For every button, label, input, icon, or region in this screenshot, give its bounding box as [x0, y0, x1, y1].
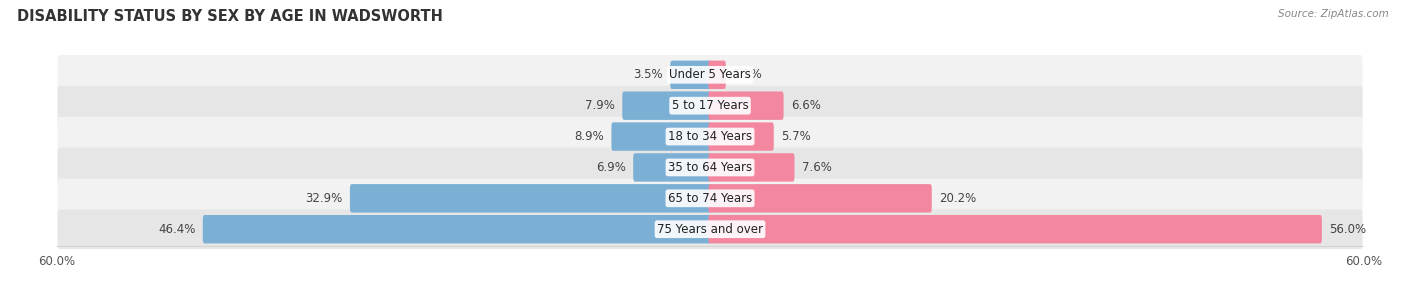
FancyBboxPatch shape	[350, 184, 711, 212]
FancyBboxPatch shape	[612, 122, 711, 151]
FancyBboxPatch shape	[58, 148, 1362, 187]
Text: 35 to 64 Years: 35 to 64 Years	[668, 161, 752, 174]
Text: 5 to 17 Years: 5 to 17 Years	[672, 99, 748, 112]
FancyBboxPatch shape	[58, 178, 1362, 218]
Text: 18 to 34 Years: 18 to 34 Years	[668, 130, 752, 143]
Text: 65 to 74 Years: 65 to 74 Years	[668, 192, 752, 205]
FancyBboxPatch shape	[58, 86, 1362, 126]
FancyBboxPatch shape	[709, 92, 783, 120]
Text: 1.3%: 1.3%	[733, 68, 762, 81]
Text: Source: ZipAtlas.com: Source: ZipAtlas.com	[1278, 9, 1389, 19]
FancyBboxPatch shape	[671, 60, 711, 89]
FancyBboxPatch shape	[58, 117, 1362, 156]
Text: 46.4%: 46.4%	[159, 223, 195, 236]
FancyBboxPatch shape	[58, 55, 1362, 95]
FancyBboxPatch shape	[709, 60, 725, 89]
Text: 7.6%: 7.6%	[801, 161, 831, 174]
Text: 56.0%: 56.0%	[1329, 223, 1367, 236]
Text: 8.9%: 8.9%	[575, 130, 605, 143]
FancyBboxPatch shape	[202, 215, 711, 244]
Text: 5.7%: 5.7%	[780, 130, 811, 143]
Text: DISABILITY STATUS BY SEX BY AGE IN WADSWORTH: DISABILITY STATUS BY SEX BY AGE IN WADSW…	[17, 9, 443, 24]
FancyBboxPatch shape	[58, 209, 1362, 249]
FancyBboxPatch shape	[709, 184, 932, 212]
FancyBboxPatch shape	[623, 92, 711, 120]
Text: 6.9%: 6.9%	[596, 161, 626, 174]
FancyBboxPatch shape	[709, 153, 794, 182]
FancyBboxPatch shape	[709, 122, 773, 151]
Text: 20.2%: 20.2%	[939, 192, 976, 205]
Text: 3.5%: 3.5%	[634, 68, 664, 81]
Text: 7.9%: 7.9%	[585, 99, 616, 112]
FancyBboxPatch shape	[633, 153, 711, 182]
Text: 75 Years and over: 75 Years and over	[657, 223, 763, 236]
Text: 32.9%: 32.9%	[305, 192, 343, 205]
Text: 6.6%: 6.6%	[790, 99, 821, 112]
FancyBboxPatch shape	[709, 215, 1322, 244]
Text: Under 5 Years: Under 5 Years	[669, 68, 751, 81]
